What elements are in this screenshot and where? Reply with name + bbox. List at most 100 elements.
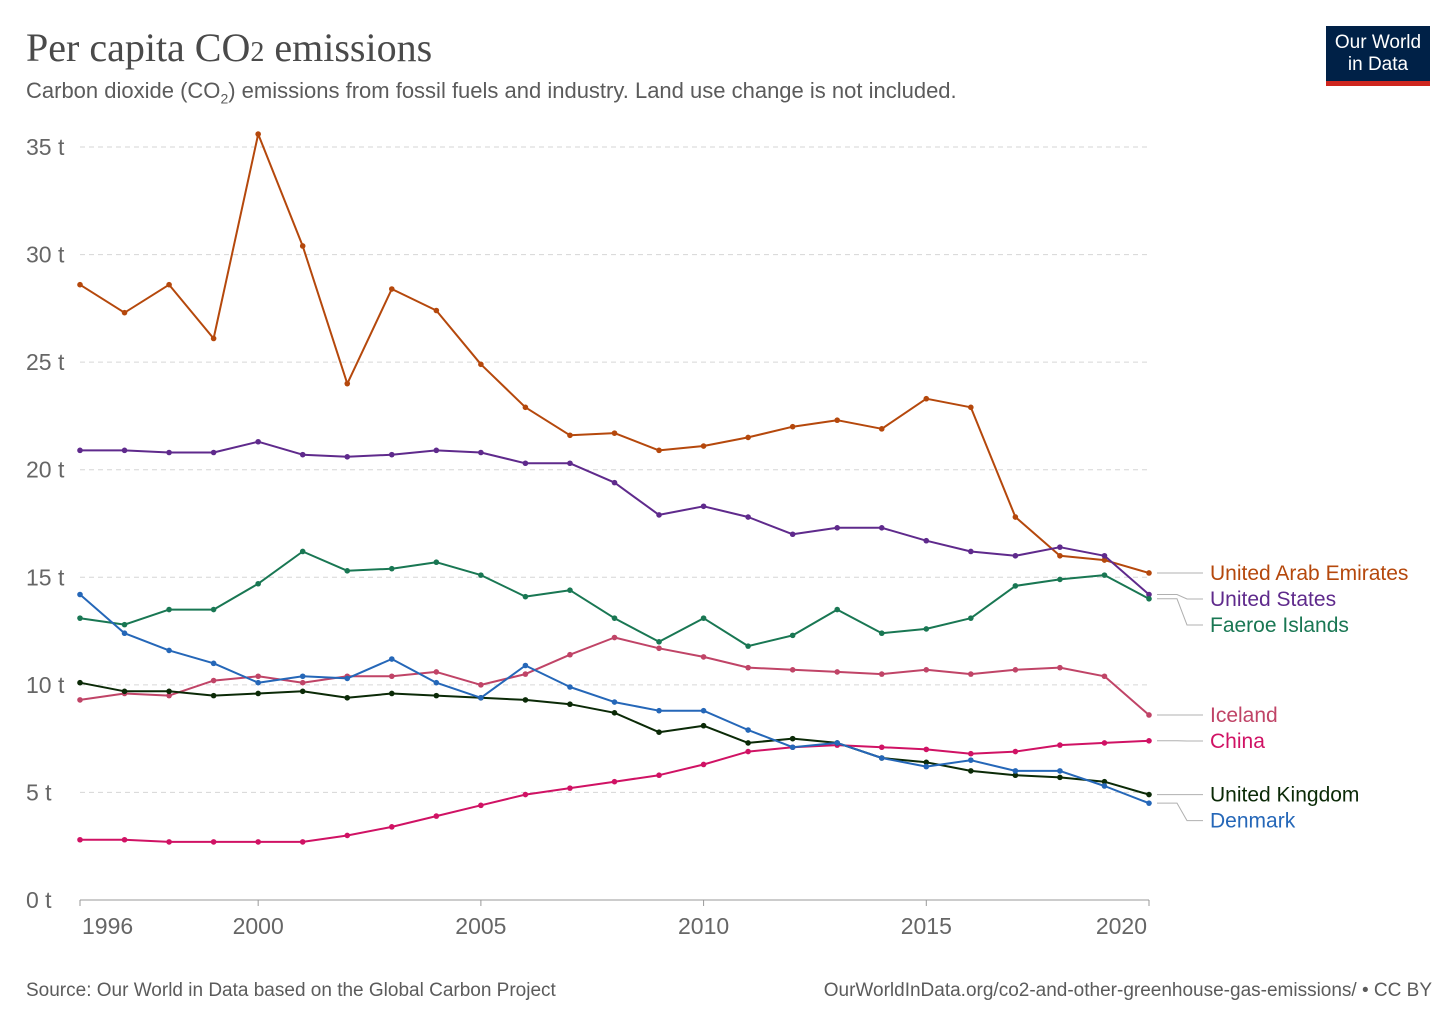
data-point[interactable] <box>299 243 306 249</box>
data-point[interactable] <box>1057 576 1063 583</box>
series-iceland[interactable] <box>77 634 1152 718</box>
data-point[interactable] <box>968 750 974 757</box>
data-point[interactable] <box>1057 742 1063 748</box>
data-point[interactable] <box>700 761 707 768</box>
data-point[interactable] <box>1101 783 1108 789</box>
data-point[interactable] <box>210 692 217 699</box>
data-point[interactable] <box>77 447 83 454</box>
data-point[interactable] <box>656 729 662 735</box>
data-point[interactable] <box>1146 712 1152 718</box>
data-point[interactable] <box>1146 591 1152 598</box>
data-point[interactable] <box>255 839 261 845</box>
data-point[interactable] <box>77 615 83 621</box>
data-point[interactable] <box>789 632 796 639</box>
series-line[interactable] <box>80 739 1150 843</box>
data-point[interactable] <box>968 671 974 677</box>
series-line[interactable] <box>80 440 1150 596</box>
data-point[interactable] <box>121 621 128 628</box>
data-point[interactable] <box>700 443 707 449</box>
data-point[interactable] <box>968 548 974 555</box>
data-point[interactable] <box>1012 666 1019 673</box>
data-point[interactable] <box>834 669 841 675</box>
legend-item[interactable]: Denmark <box>1157 802 1296 833</box>
data-point[interactable] <box>1012 583 1019 589</box>
data-point[interactable] <box>700 722 707 729</box>
data-point[interactable] <box>1012 748 1019 755</box>
data-point[interactable] <box>968 404 974 411</box>
data-point[interactable] <box>255 679 261 686</box>
data-point[interactable] <box>745 434 751 441</box>
data-point[interactable] <box>522 404 529 411</box>
data-point[interactable] <box>834 606 841 613</box>
data-point[interactable] <box>656 512 662 518</box>
data-point[interactable] <box>433 692 440 699</box>
legend-item[interactable]: China <box>1157 730 1265 753</box>
data-point[interactable] <box>1057 552 1063 559</box>
data-point[interactable] <box>433 813 440 819</box>
data-point[interactable] <box>745 514 751 520</box>
data-point[interactable] <box>567 651 573 658</box>
data-point[interactable] <box>656 447 662 454</box>
data-point[interactable] <box>1012 552 1019 559</box>
data-point[interactable] <box>299 839 306 845</box>
data-point[interactable] <box>299 673 306 680</box>
data-point[interactable] <box>388 656 395 662</box>
data-point[interactable] <box>611 634 618 641</box>
legend-item[interactable]: Iceland <box>1157 704 1278 727</box>
data-point[interactable] <box>567 785 573 791</box>
series-united-arab-emirates[interactable] <box>77 131 1152 576</box>
data-point[interactable] <box>700 654 707 660</box>
data-point[interactable] <box>878 671 885 677</box>
data-point[interactable] <box>968 757 974 763</box>
data-point[interactable] <box>344 454 351 460</box>
data-point[interactable] <box>700 707 707 714</box>
data-point[interactable] <box>77 281 83 288</box>
data-point[interactable] <box>834 740 841 746</box>
data-point[interactable] <box>789 531 796 538</box>
legend-item[interactable]: Faeroe Islands <box>1157 598 1349 637</box>
data-point[interactable] <box>121 630 128 637</box>
data-point[interactable] <box>1101 778 1108 785</box>
data-point[interactable] <box>700 503 707 510</box>
data-point[interactable] <box>923 626 930 632</box>
data-point[interactable] <box>210 660 217 667</box>
data-point[interactable] <box>1012 514 1019 520</box>
data-point[interactable] <box>968 768 974 774</box>
data-point[interactable] <box>1057 768 1063 774</box>
data-point[interactable] <box>1146 737 1152 744</box>
data-point[interactable] <box>433 669 440 675</box>
data-point[interactable] <box>121 309 128 316</box>
data-point[interactable] <box>1057 544 1063 550</box>
legend-label[interactable]: Iceland <box>1210 704 1278 727</box>
legend-label[interactable]: Denmark <box>1210 810 1296 833</box>
series-china[interactable] <box>77 737 1152 845</box>
data-point[interactable] <box>923 746 930 753</box>
legend-label[interactable]: Faeroe Islands <box>1210 614 1349 637</box>
data-point[interactable] <box>121 836 128 843</box>
legend-item[interactable]: United Kingdom <box>1157 784 1359 807</box>
data-point[interactable] <box>611 699 618 705</box>
data-point[interactable] <box>388 286 395 292</box>
data-point[interactable] <box>433 447 440 454</box>
data-point[interactable] <box>344 832 351 839</box>
data-point[interactable] <box>299 451 306 458</box>
data-point[interactable] <box>878 426 885 432</box>
legend-item[interactable]: United States <box>1157 588 1336 611</box>
data-point[interactable] <box>1012 768 1019 774</box>
data-point[interactable] <box>522 671 529 677</box>
data-point[interactable] <box>388 565 395 572</box>
data-point[interactable] <box>522 697 529 703</box>
data-point[interactable] <box>567 587 573 593</box>
series-faeroe-islands[interactable] <box>77 548 1152 649</box>
data-point[interactable] <box>388 673 395 680</box>
data-point[interactable] <box>299 548 306 555</box>
data-point[interactable] <box>1057 664 1063 671</box>
data-point[interactable] <box>1101 557 1108 563</box>
data-point[interactable] <box>700 615 707 621</box>
data-point[interactable] <box>388 690 395 697</box>
data-point[interactable] <box>166 688 172 695</box>
series-line[interactable] <box>79 550 1150 648</box>
data-point[interactable] <box>77 697 83 703</box>
data-point[interactable] <box>878 525 885 531</box>
data-point[interactable] <box>745 748 751 755</box>
